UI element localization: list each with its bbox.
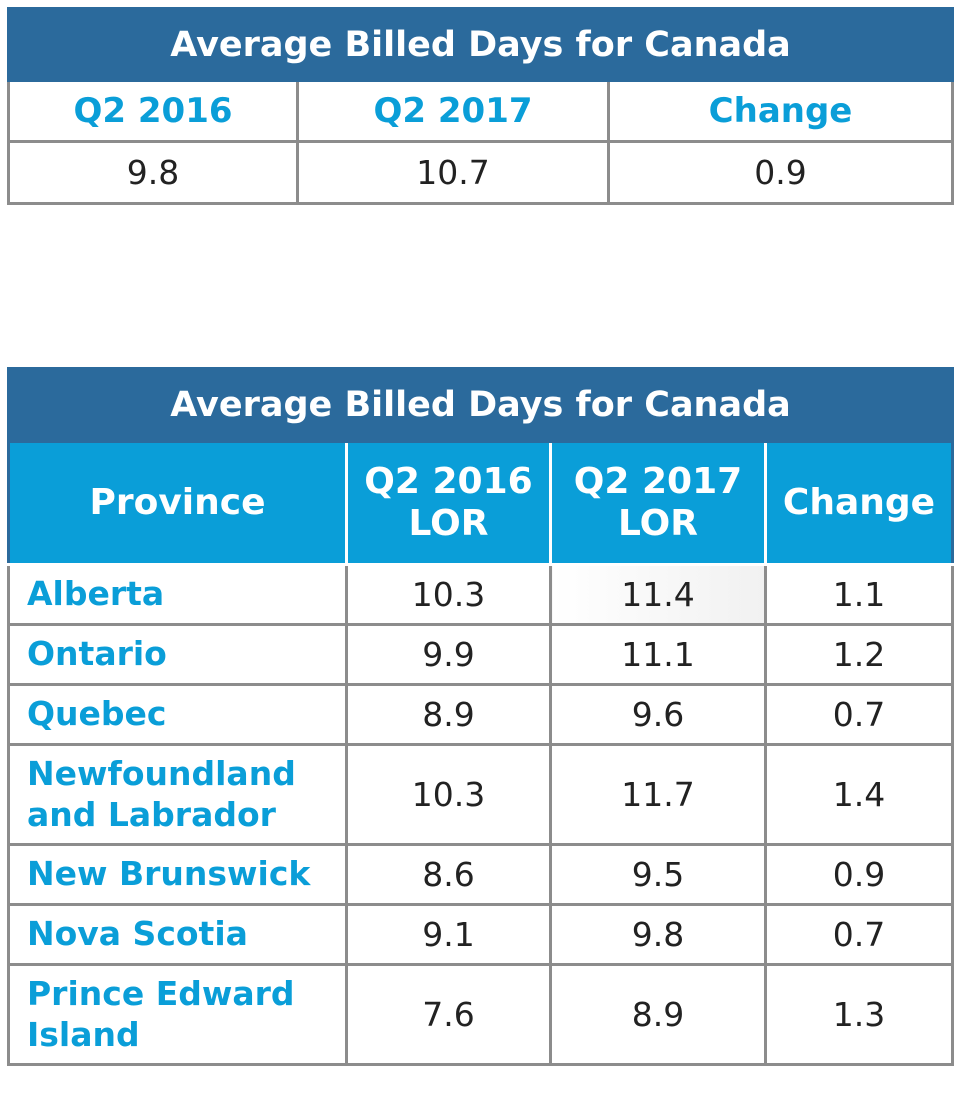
value-q2-2017: 10.7 <box>296 140 610 205</box>
table-row: Prince Edward Island 7.6 8.9 1.3 <box>7 963 954 1066</box>
header-change: Change <box>606 79 955 143</box>
province-name: Newfoundland and Labrador <box>7 743 348 846</box>
province-table: Average Billed Days for Canada Province … <box>7 367 954 1066</box>
province-name: Quebec <box>7 683 348 746</box>
header-province: Province <box>7 440 348 566</box>
change-value: 1.1 <box>764 563 954 626</box>
change-value: 0.9 <box>764 843 954 906</box>
q2-2016-value: 9.1 <box>345 903 552 966</box>
table-row: Ontario 9.9 11.1 1.2 <box>7 623 954 686</box>
header-q2-2017-lor: Q2 2017 LOR <box>549 440 767 566</box>
q2-2016-value: 9.9 <box>345 623 552 686</box>
province-name: Nova Scotia <box>7 903 348 966</box>
q2-2016-value: 8.9 <box>345 683 552 746</box>
table-row: Alberta 10.3 11.4 1.1 <box>7 563 954 626</box>
value-q2-2016: 9.8 <box>7 140 299 205</box>
province-name: Prince Edward Island <box>7 963 348 1066</box>
q2-2017-value: 9.8 <box>549 903 767 966</box>
change-value: 0.7 <box>764 683 954 746</box>
header-q2-2017: Q2 2017 <box>296 79 610 143</box>
q2-2016-value: 7.6 <box>345 963 552 1066</box>
q2-2017-value: 9.5 <box>549 843 767 906</box>
province-table-title: Average Billed Days for Canada <box>7 367 954 443</box>
value-change: 0.9 <box>606 140 955 205</box>
change-value: 1.3 <box>764 963 954 1066</box>
province-name: Alberta <box>7 563 348 626</box>
q2-2016-value: 10.3 <box>345 743 552 846</box>
summary-table: Average Billed Days for Canada Q2 2016 Q… <box>6 7 955 205</box>
q2-2017-value: 11.1 <box>549 623 767 686</box>
table-row: Newfoundland and Labrador 10.3 11.7 1.4 <box>7 743 954 846</box>
table-row: Quebec 8.9 9.6 0.7 <box>7 683 954 746</box>
header-change: Change <box>764 440 954 566</box>
header-q2-2016: Q2 2016 <box>7 79 299 143</box>
q2-2017-value: 8.9 <box>549 963 767 1066</box>
province-name: New Brunswick <box>7 843 348 906</box>
q2-2017-value: 11.7 <box>549 743 767 846</box>
q2-2016-value: 10.3 <box>345 563 552 626</box>
summary-table-title: Average Billed Days for Canada <box>6 7 955 82</box>
q2-2016-value: 8.6 <box>345 843 552 906</box>
change-value: 1.4 <box>764 743 954 846</box>
q2-2017-value: 9.6 <box>549 683 767 746</box>
q2-2017-value: 11.4 <box>549 563 767 626</box>
table-row: Nova Scotia 9.1 9.8 0.7 <box>7 903 954 966</box>
table-row: New Brunswick 8.6 9.5 0.9 <box>7 843 954 906</box>
province-name: Ontario <box>7 623 348 686</box>
header-q2-2016-lor: Q2 2016 LOR <box>345 440 552 566</box>
change-value: 0.7 <box>764 903 954 966</box>
change-value: 1.2 <box>764 623 954 686</box>
